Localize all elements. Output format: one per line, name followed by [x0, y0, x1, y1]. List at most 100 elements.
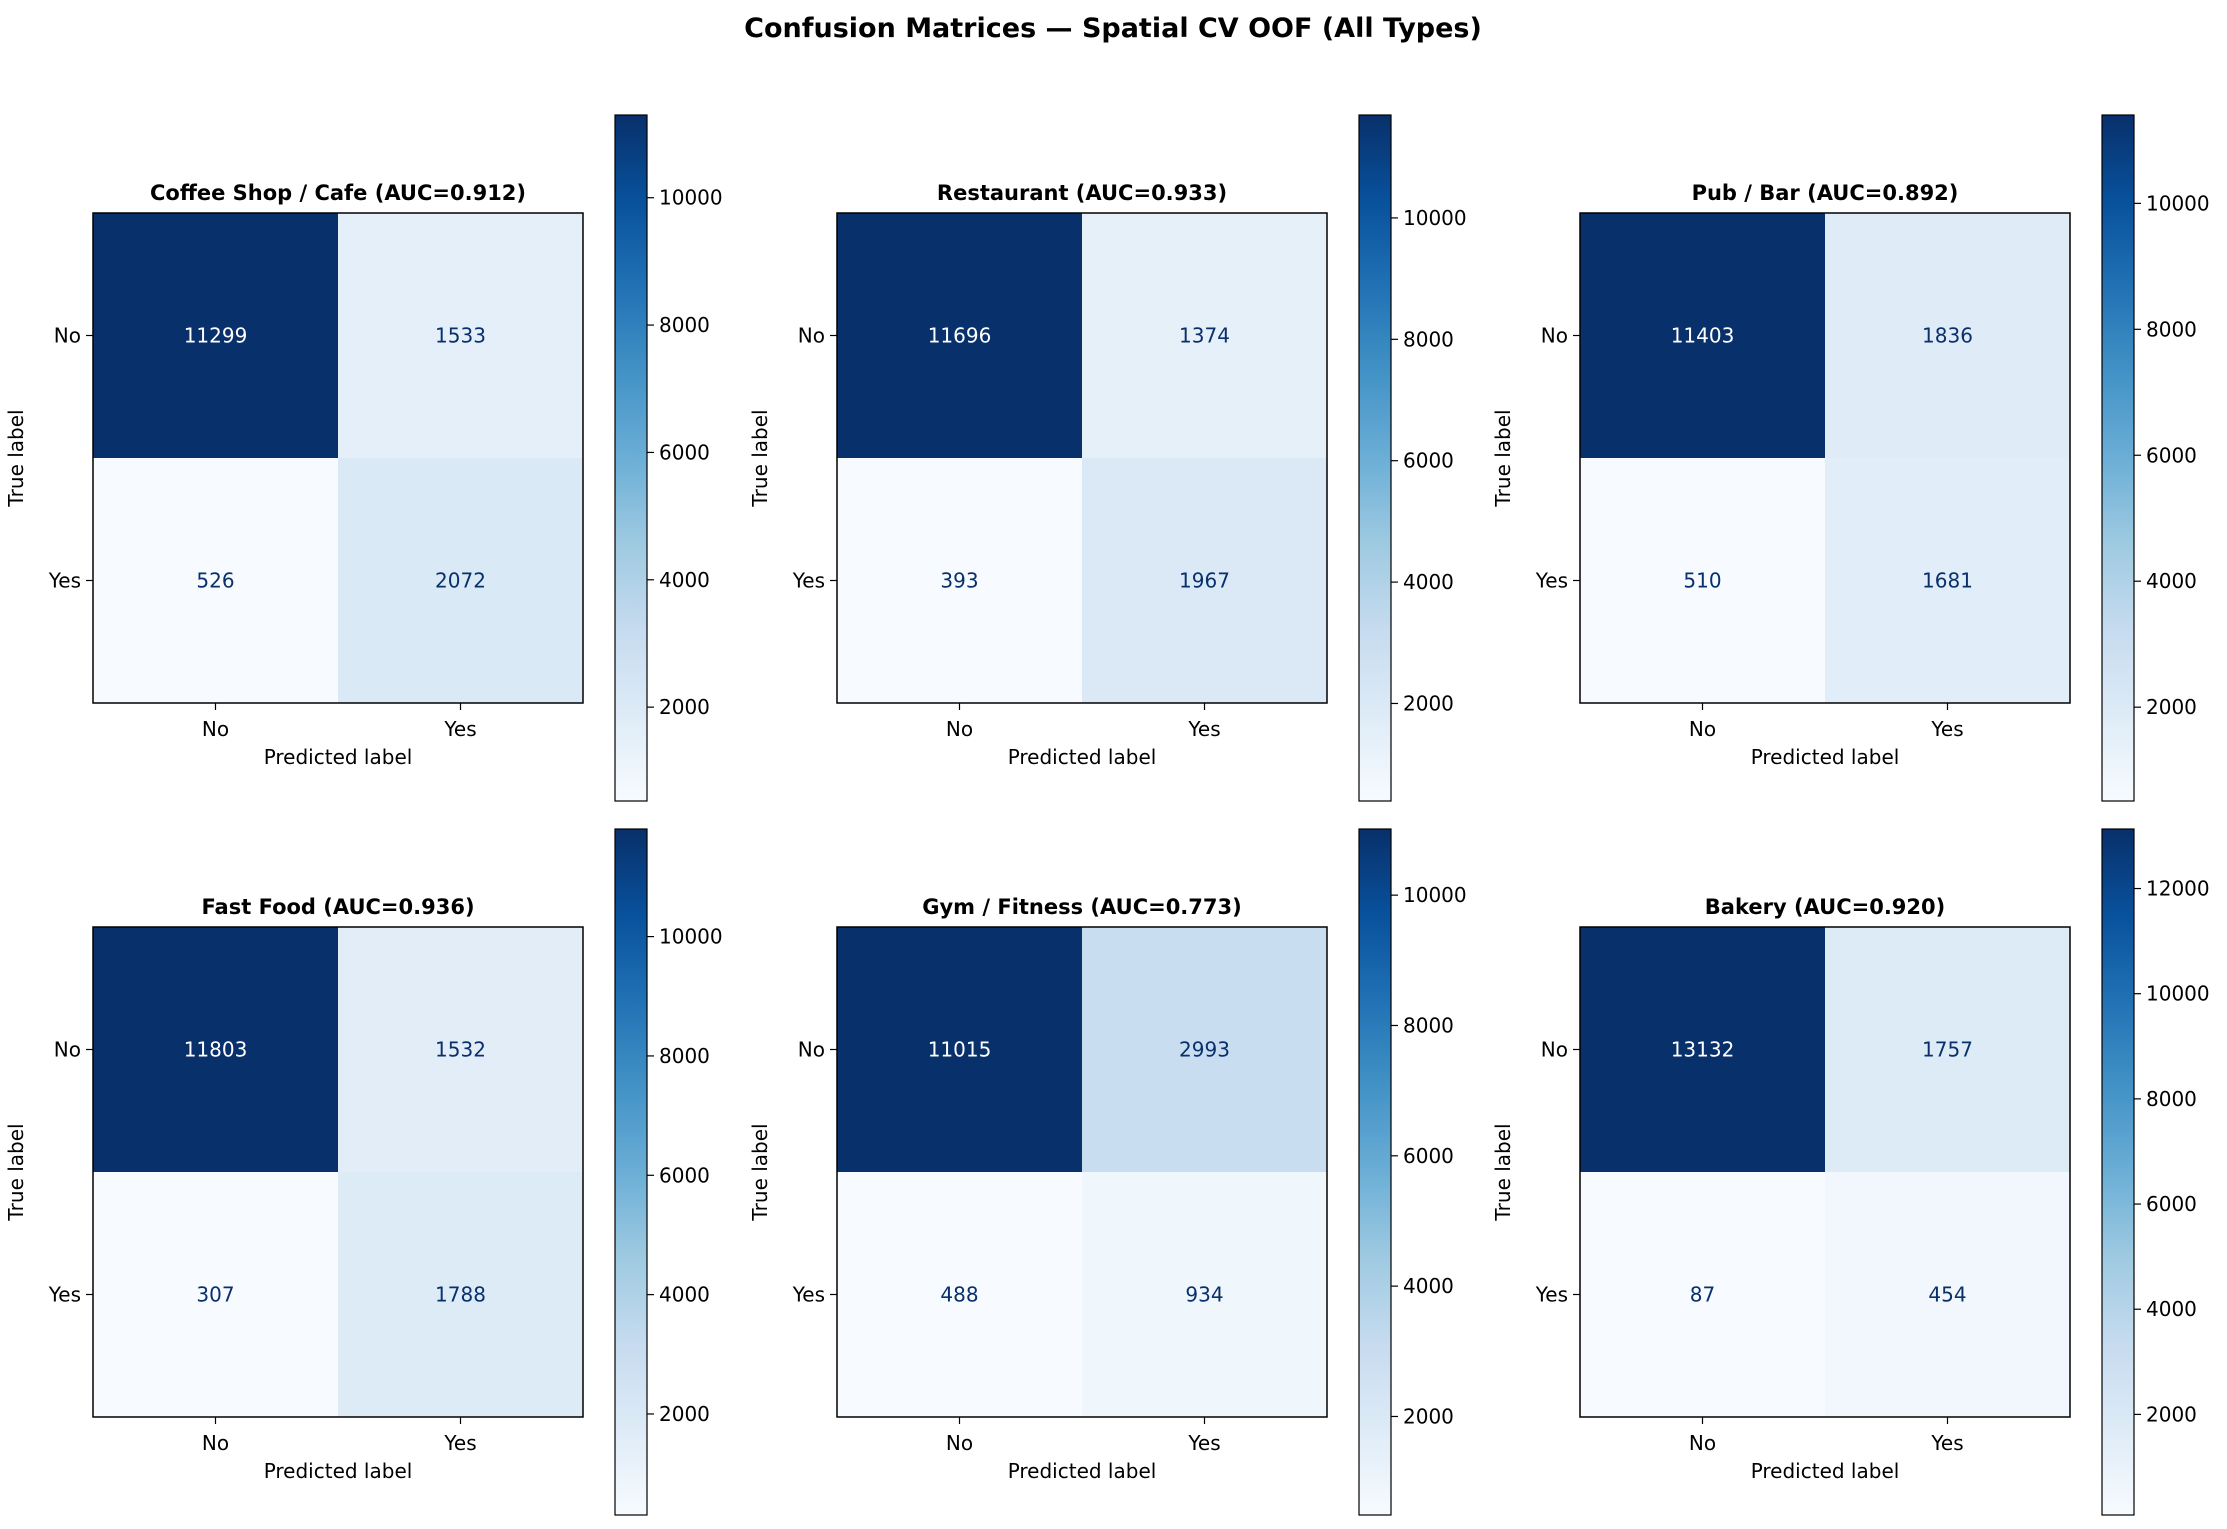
y-axis-label: True label — [748, 1123, 772, 1221]
y-tick-label: Yes — [48, 1283, 81, 1307]
matrix-cell — [1580, 458, 1826, 704]
panel-title: Gym / Fitness (AUC=0.773) — [922, 895, 1241, 919]
panel-title: Coffee Shop / Cafe (AUC=0.912) — [150, 181, 526, 205]
matrix-cell — [1082, 927, 1328, 1173]
cell-value: 11696 — [928, 324, 992, 348]
matrix-cell — [837, 213, 1083, 459]
colorbar-tick-label: 10000 — [1403, 206, 1467, 230]
colorbar-tick-label: 8000 — [1403, 1013, 1454, 1037]
matrix-cell — [1825, 213, 2071, 459]
colorbar-tick-label: 8000 — [659, 1044, 710, 1068]
x-tick-label: Yes — [443, 717, 476, 741]
cell-value: 1967 — [1179, 569, 1230, 593]
cell-value: 1681 — [1922, 569, 1973, 593]
colorbar-tick-label: 4000 — [659, 1283, 710, 1307]
x-tick-label: No — [946, 717, 973, 741]
colorbar — [1358, 114, 1392, 802]
colorbar — [2101, 114, 2135, 802]
colorbar-tick-label: 8000 — [2146, 1087, 2197, 1111]
x-tick-label: No — [946, 1431, 973, 1455]
cell-value: 307 — [196, 1283, 234, 1307]
axes-frame — [836, 212, 1328, 704]
colorbar-tick-label: 4000 — [1403, 570, 1454, 594]
x-axis-label: Predicted label — [1751, 745, 1900, 769]
cell-value: 11299 — [184, 324, 248, 348]
y-tick-label: No — [1541, 324, 1568, 348]
cell-value: 454 — [1928, 1283, 1966, 1307]
panel-title: Pub / Bar (AUC=0.892) — [1692, 181, 1959, 205]
colorbar-tick-label: 2000 — [659, 695, 710, 719]
x-tick-label: Yes — [443, 1431, 476, 1455]
cell-value: 11015 — [928, 1038, 992, 1062]
matrix-cell — [1825, 458, 2071, 704]
y-tick-label: Yes — [1535, 1283, 1568, 1307]
colorbar-tick-label: 6000 — [1403, 1144, 1454, 1168]
panel-title: Fast Food (AUC=0.936) — [201, 895, 474, 919]
matrix-cell — [1082, 213, 1328, 459]
x-axis-label: Predicted label — [264, 1459, 413, 1483]
colorbar-tick-label: 2000 — [1403, 691, 1454, 715]
matrix-cell — [93, 458, 339, 704]
x-tick-label: Yes — [1187, 717, 1220, 741]
matrix-cell — [837, 927, 1083, 1173]
colorbar-tick-label: 4000 — [2146, 1297, 2197, 1321]
colorbar — [614, 828, 648, 1516]
x-tick-label: No — [202, 1431, 229, 1455]
matrix-cell — [338, 458, 584, 704]
matrix-cell — [1580, 1172, 1826, 1418]
cell-value: 526 — [196, 569, 234, 593]
x-axis-label: Predicted label — [1751, 1459, 1900, 1483]
panels: Coffee Shop / Cafe (AUC=0.912) 11299 1533 5… — [4, 114, 2210, 1516]
y-axis-label: True label — [1491, 409, 1515, 507]
y-tick-label: Yes — [48, 569, 81, 593]
colorbar-tick-label: 6000 — [2146, 1192, 2197, 1216]
matrix-cell — [1082, 1172, 1328, 1418]
matrix-cell — [1825, 927, 2071, 1173]
cell-value: 934 — [1185, 1283, 1223, 1307]
matrix-cell — [93, 927, 339, 1173]
matrix-cell — [338, 1172, 584, 1418]
matrix-cell — [1082, 458, 1328, 704]
confusion-matrix-panel: Coffee Shop / Cafe (AUC=0.912) 11299 1533 5… — [4, 114, 723, 802]
y-tick-label: Yes — [792, 569, 825, 593]
colorbar-tick-label: 4000 — [2146, 569, 2197, 593]
confusion-matrix-panel: Fast Food (AUC=0.936) 11803 1532 307 1788 No Y… — [4, 828, 723, 1516]
cell-value: 393 — [940, 569, 978, 593]
cell-value: 87 — [1690, 1283, 1715, 1307]
matrix-cell — [338, 927, 584, 1173]
cell-value: 1374 — [1179, 324, 1230, 348]
colorbar-tick-label: 8000 — [1403, 327, 1454, 351]
y-tick-label: Yes — [792, 1283, 825, 1307]
axes-frame — [1579, 926, 2071, 1418]
cell-value: 2072 — [435, 569, 486, 593]
y-tick-label: No — [798, 1038, 825, 1062]
colorbar-tick-label: 2000 — [2146, 1402, 2197, 1426]
figure-title: Confusion Matrices — Spatial CV OOF (All… — [744, 13, 1482, 44]
x-axis-label: Predicted label — [264, 745, 413, 769]
cell-value: 488 — [940, 1283, 978, 1307]
cell-value: 510 — [1683, 569, 1721, 593]
x-tick-label: No — [1689, 717, 1716, 741]
matrix-cell — [93, 1172, 339, 1418]
colorbar — [614, 114, 648, 802]
x-tick-label: No — [1689, 1431, 1716, 1455]
colorbar-tick-label: 12000 — [2146, 877, 2210, 901]
colorbar-tick-label: 10000 — [659, 186, 723, 210]
y-tick-label: Yes — [1535, 569, 1568, 593]
y-axis-label: True label — [748, 409, 772, 507]
x-tick-label: Yes — [1930, 717, 1963, 741]
colorbar-tick-label: 6000 — [659, 440, 710, 464]
y-tick-label: No — [54, 1038, 81, 1062]
cell-value: 11803 — [184, 1038, 248, 1062]
cell-value: 1532 — [435, 1038, 486, 1062]
y-tick-label: No — [1541, 1038, 1568, 1062]
colorbar-tick-label: 4000 — [659, 568, 710, 592]
x-tick-label: Yes — [1930, 1431, 1963, 1455]
cell-value: 1757 — [1922, 1038, 1973, 1062]
matrix-cell — [93, 213, 339, 459]
colorbar-tick-label: 4000 — [1403, 1274, 1454, 1298]
axes-frame — [836, 926, 1328, 1418]
y-tick-label: No — [54, 324, 81, 348]
x-tick-label: Yes — [1187, 1431, 1220, 1455]
confusion-matrix-panel: Pub / Bar (AUC=0.892) 11403 1836 510 1681 No Y… — [1491, 114, 2210, 802]
